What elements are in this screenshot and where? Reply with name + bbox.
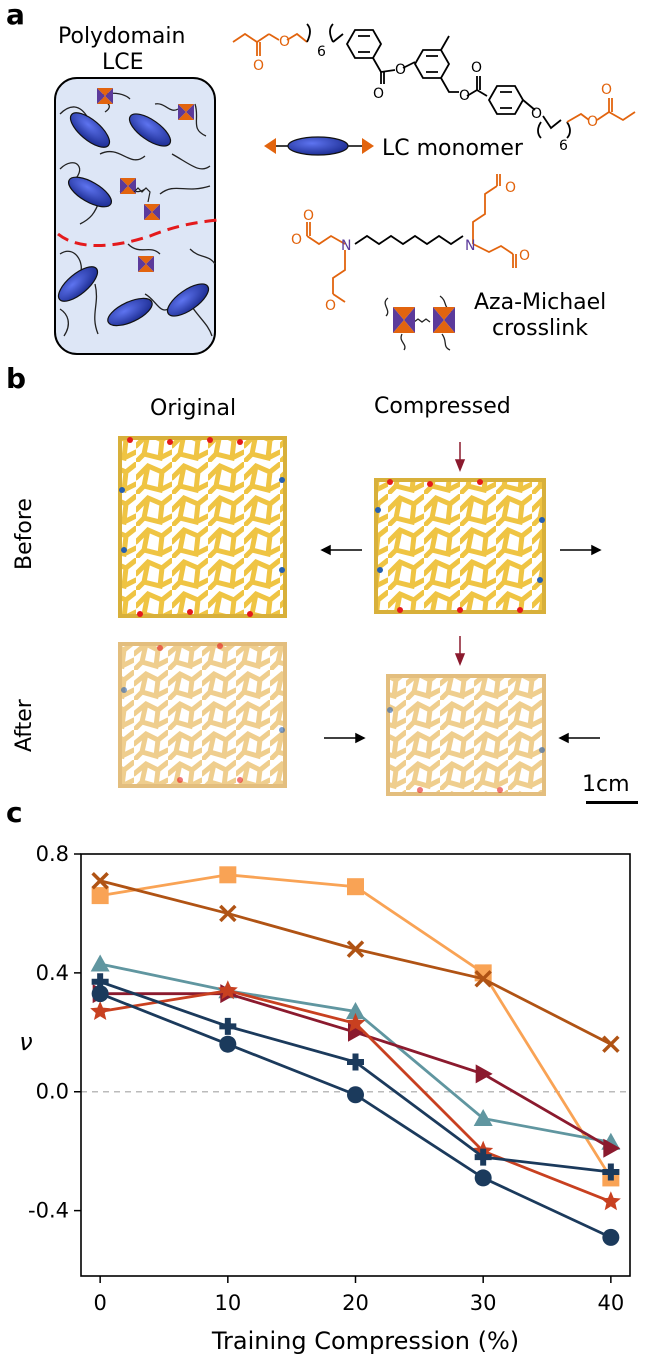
data-point-circle bbox=[474, 1169, 492, 1187]
lattice-before-compressed bbox=[374, 478, 546, 614]
series-triangle-up bbox=[90, 954, 621, 1150]
row-header-before: Before bbox=[12, 498, 37, 570]
y-axis-label: ν bbox=[19, 1028, 32, 1056]
row-header-after: After bbox=[12, 699, 37, 752]
svg-text:O: O bbox=[303, 208, 314, 224]
data-point-plus bbox=[602, 1163, 620, 1181]
data-point-circle bbox=[219, 1035, 237, 1053]
data-point-circle bbox=[347, 1086, 364, 1104]
data-point-x bbox=[219, 904, 237, 923]
data-point-circle bbox=[91, 985, 109, 1003]
scale-bar-label: 1cm bbox=[582, 772, 630, 797]
svg-text:N: N bbox=[341, 238, 351, 254]
data-point-triangle-right bbox=[603, 1138, 621, 1158]
svg-text:O: O bbox=[471, 60, 482, 76]
crosslink-icon bbox=[384, 295, 455, 351]
svg-text:O: O bbox=[395, 62, 406, 78]
data-point-star bbox=[90, 1001, 111, 1021]
x-tick-label: 40 bbox=[597, 1291, 624, 1315]
lc-monomer-icon bbox=[264, 136, 374, 156]
lattice-before-original bbox=[118, 436, 287, 618]
data-point-plus bbox=[474, 1148, 492, 1166]
svg-text:O: O bbox=[373, 86, 384, 102]
x-tick-label: 30 bbox=[470, 1291, 497, 1315]
data-point-triangle-up bbox=[346, 1002, 365, 1020]
data-point-square bbox=[219, 866, 237, 884]
svg-text:O: O bbox=[519, 248, 530, 264]
y-tick-label: 0.4 bbox=[36, 961, 69, 985]
svg-text:6: 6 bbox=[559, 138, 568, 154]
column-header-compressed: Compressed bbox=[374, 394, 511, 419]
lc-monomer-structure: O O O O O O O O O 6 6 bbox=[232, 23, 636, 154]
data-point-star bbox=[345, 1012, 366, 1032]
lattice-photos bbox=[118, 436, 602, 796]
crosslinker-structure: N N O O O O O bbox=[291, 174, 530, 314]
panel-a-label: a bbox=[6, 0, 25, 31]
svg-text:O: O bbox=[325, 298, 336, 314]
lattice-after-original bbox=[118, 642, 287, 788]
svg-text:N: N bbox=[465, 238, 475, 254]
data-point-square bbox=[347, 878, 364, 896]
data-point-circle bbox=[602, 1228, 620, 1246]
svg-text:6: 6 bbox=[317, 44, 326, 60]
svg-text:O: O bbox=[601, 82, 612, 98]
data-point-triangle-right bbox=[475, 1064, 493, 1084]
data-point-triangle-up bbox=[90, 954, 110, 972]
y-tick-label: -0.4 bbox=[28, 1199, 69, 1223]
y-tick-label: 0.0 bbox=[36, 1080, 69, 1104]
x-tick-label: 0 bbox=[93, 1291, 106, 1315]
data-point-x bbox=[602, 1035, 620, 1053]
data-point-star bbox=[600, 1191, 621, 1211]
lce-title-line2: LCE bbox=[102, 50, 144, 75]
column-header-original: Original bbox=[150, 396, 237, 421]
lce-schematic bbox=[54, 77, 219, 355]
lce-title-line1: Polydomain bbox=[58, 24, 186, 49]
series-x bbox=[91, 872, 620, 1053]
x-tick-label: 10 bbox=[214, 1291, 241, 1315]
poisson-ratio-chart: 0 10 20 30 40 0.8 0.4 0.0 -0.4 ν Training Compre… bbox=[19, 842, 631, 1355]
lc-monomer-label: LC monomer bbox=[382, 136, 523, 161]
svg-text:O: O bbox=[459, 88, 470, 104]
svg-text:O: O bbox=[505, 180, 516, 196]
svg-text:O: O bbox=[531, 106, 542, 122]
data-point-plus bbox=[219, 1017, 237, 1035]
data-point-star bbox=[217, 980, 238, 1000]
panel-b-label: b bbox=[6, 362, 27, 395]
y-tick-label: 0.8 bbox=[36, 842, 69, 866]
data-point-x bbox=[346, 940, 365, 958]
data-point-square bbox=[91, 887, 109, 905]
crosslink-label-line2: crosslink bbox=[492, 316, 588, 341]
svg-text:O: O bbox=[279, 34, 290, 50]
crosslink-label-line1: Aza-Michael bbox=[474, 290, 607, 315]
x-tick-label: 20 bbox=[342, 1291, 369, 1315]
scale-bar bbox=[586, 801, 638, 804]
data-point-x bbox=[91, 872, 109, 890]
svg-text:O: O bbox=[291, 232, 302, 248]
svg-text:O: O bbox=[587, 114, 598, 130]
x-axis-label: Training Compression (%) bbox=[211, 1327, 519, 1355]
data-point-x bbox=[474, 970, 492, 988]
svg-text:O: O bbox=[253, 58, 264, 74]
data-point-plus bbox=[347, 1053, 364, 1071]
series-circle bbox=[91, 985, 620, 1246]
domain-boundary bbox=[57, 218, 219, 248]
data-point-triangle-up bbox=[473, 1108, 493, 1126]
panel-c-label: c bbox=[6, 796, 23, 829]
lattice-after-compressed bbox=[386, 674, 546, 796]
